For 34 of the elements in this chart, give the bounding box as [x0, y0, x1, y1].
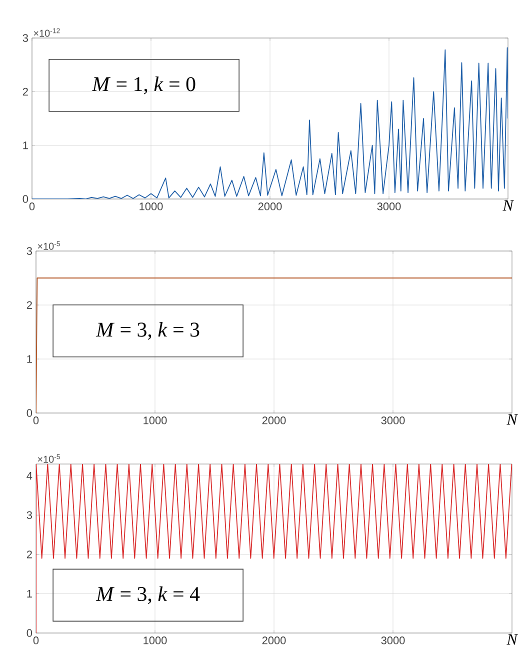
y-tick-label: 1 [23, 142, 28, 150]
text: ×10$^{-5}$ [38, 454, 60, 463]
x-tick-label: 3000 [381, 416, 405, 424]
x-axis-title: N [506, 634, 518, 645]
text: ×10$^{-5}$ [38, 241, 60, 250]
y-tick-label: 2 [26, 550, 32, 558]
x-tick-label: 3000 [377, 202, 401, 210]
y-tick-label: 3 [26, 247, 32, 255]
annotation: M = 3, k = 3 [96, 322, 200, 340]
x-axis-title: N [506, 414, 518, 425]
x-tick-label: 1000 [144, 636, 167, 644]
annotation: M = 3, k = 4 [96, 586, 200, 604]
x-tick-label: 1000 [140, 202, 163, 210]
y-tick-label: 4 [26, 472, 32, 480]
x-axis-title: N [502, 200, 514, 211]
text: ×10$^{-12}$ [34, 28, 60, 37]
y-tick-label: 0 [26, 409, 32, 417]
y-tick-label: 0 [26, 629, 32, 637]
x-tick-label: 3000 [381, 636, 405, 644]
x-tick-label: 2000 [258, 202, 282, 210]
y-tick-label: 2 [22, 88, 28, 96]
line-series [32, 47, 508, 200]
y-tick-label: 2 [26, 301, 32, 309]
y-tick-label: 0 [22, 195, 28, 203]
y-tick-label: 3 [22, 34, 28, 42]
x-tick-label: 0 [33, 636, 39, 644]
x-tick-label: 2000 [262, 416, 286, 424]
annotation: M = 1, k = 0 [92, 76, 196, 94]
y-tick-label: 1 [27, 355, 32, 363]
y-tick-label: 1 [27, 590, 32, 598]
y-tick-label: 3 [26, 511, 32, 519]
x-tick-label: 2000 [262, 636, 286, 644]
x-tick-label: 1000 [144, 416, 167, 424]
x-tick-label: 0 [33, 416, 39, 424]
